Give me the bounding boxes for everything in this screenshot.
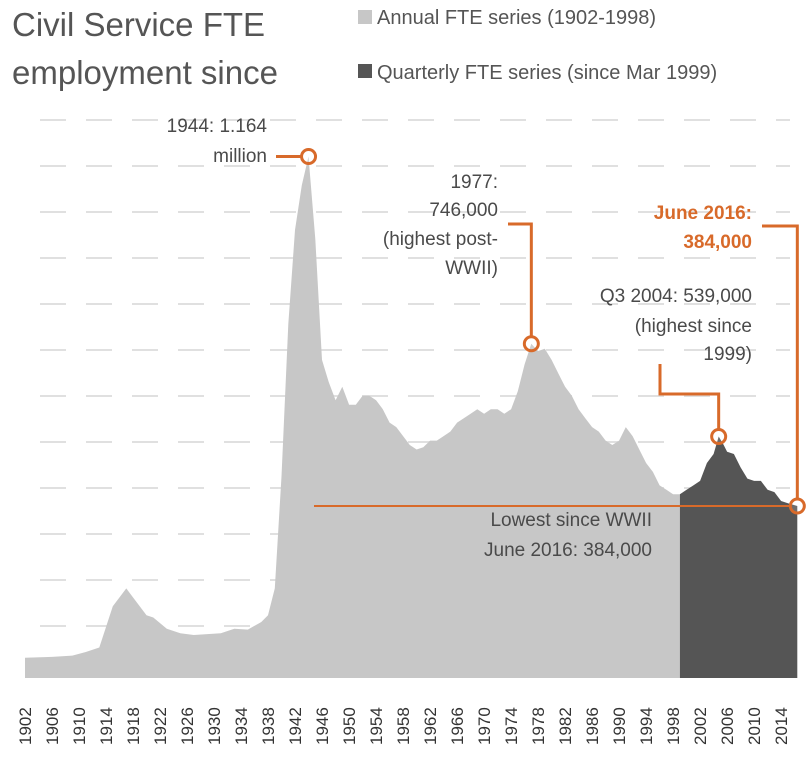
x-tick-label: 1926 <box>178 707 197 745</box>
chart-title-line-2: employment since <box>12 54 278 91</box>
x-tick-label: 1970 <box>475 707 494 745</box>
legend-swatch-quarterly <box>358 64 372 78</box>
chart-title-line-1: Civil Service FTE <box>12 6 265 43</box>
legend-label-quarterly: Quarterly FTE series (since Mar 1999) <box>377 62 717 84</box>
x-axis-ticks: 1902 1906 1910 1914 1918 1922 1926 1930 1934 1938… <box>16 707 791 745</box>
x-tick-label: 1986 <box>583 707 602 745</box>
x-tick-label: 1974 <box>502 707 521 745</box>
marker-1977 <box>522 335 540 353</box>
leader-q3-2004 <box>658 364 721 430</box>
annotation-1977-line-2: 746,000 <box>429 200 498 221</box>
annotation-june-2016-line-2: 384,000 <box>683 232 752 253</box>
annotation-june-2016-line-1: June 2016: <box>654 203 752 224</box>
annotation-lowest-line-1: Lowest since WWII <box>490 510 652 531</box>
x-tick-label: 1998 <box>664 707 683 745</box>
annotation-leaders <box>276 148 806 515</box>
x-tick-label: 1946 <box>313 707 332 745</box>
x-tick-label: 1954 <box>367 707 386 745</box>
annotation-1944-line-2: million <box>213 146 267 167</box>
marker-1944 <box>300 148 318 166</box>
x-tick-label: 1906 <box>43 707 62 745</box>
x-tick-label: 1938 <box>259 707 278 745</box>
area-annual-series <box>25 156 680 678</box>
leader-1977 <box>508 222 533 337</box>
x-tick-label: 1918 <box>124 707 143 745</box>
x-tick-label: 1994 <box>637 707 656 745</box>
x-tick-label: 1934 <box>232 707 251 745</box>
annotation-q3-2004-line-1: Q3 2004: 539,000 <box>600 286 752 307</box>
annotation-1944-line-1: 1944: 1.164 <box>167 116 268 137</box>
x-tick-label: 1990 <box>610 707 629 745</box>
annotation-q3-2004-line-3: 1999) <box>703 344 752 365</box>
x-tick-label: 1978 <box>529 707 548 745</box>
marker-q3-2004 <box>710 428 728 446</box>
x-tick-label: 1910 <box>70 707 89 745</box>
x-tick-label: 1930 <box>205 707 224 745</box>
annotation-1977-line-1: 1977: <box>450 172 498 193</box>
x-tick-label: 1958 <box>394 707 413 745</box>
x-tick-label: 1914 <box>97 707 116 745</box>
marker-june-2016 <box>788 497 806 515</box>
x-tick-label: 1962 <box>421 707 440 745</box>
x-tick-label: 1950 <box>340 707 359 745</box>
x-tick-label: 1922 <box>151 707 170 745</box>
annotation-1977-line-4: WWII) <box>445 258 498 279</box>
legend-swatch-annual <box>358 10 372 24</box>
x-tick-label: 2002 <box>691 707 710 745</box>
x-tick-label: 2010 <box>745 707 764 745</box>
legend-label-annual: Annual FTE series (1902-1998) <box>377 7 656 29</box>
annotation-lowest-line-2: June 2016: 384,000 <box>484 540 652 561</box>
x-tick-label: 1982 <box>556 707 575 745</box>
annotation-1977-line-3: (highest post- <box>383 229 498 250</box>
x-tick-label: 2014 <box>772 707 791 745</box>
x-tick-label: 1966 <box>448 707 467 745</box>
leader-june-2016 <box>762 224 799 499</box>
annotation-q3-2004-line-2: (highest since <box>635 316 752 337</box>
x-tick-label: 2006 <box>718 707 737 745</box>
area-quarterly-series <box>679 436 798 678</box>
x-tick-label: 1902 <box>16 707 35 745</box>
x-tick-label: 1942 <box>286 707 305 745</box>
